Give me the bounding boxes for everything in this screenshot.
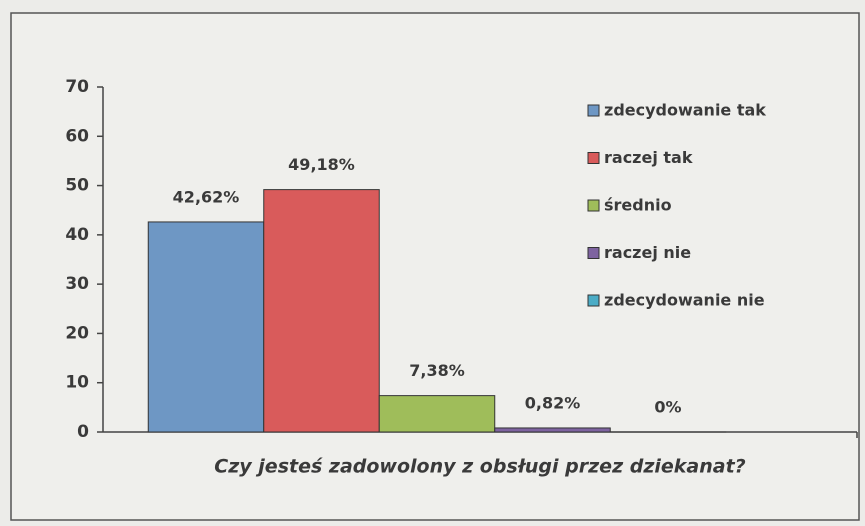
legend-label: średnio xyxy=(604,196,672,215)
y-tick-label: 10 xyxy=(65,373,89,393)
bar xyxy=(494,427,611,433)
y-tick-label: 60 xyxy=(65,126,89,146)
value-label: 0,82% xyxy=(525,393,581,412)
value-label: 0% xyxy=(654,398,681,417)
value-label: 42,62% xyxy=(173,187,240,206)
bar xyxy=(147,221,265,433)
bar xyxy=(263,189,380,433)
legend-swatch xyxy=(587,294,600,307)
chart-frame xyxy=(10,12,860,521)
y-tick-label: 20 xyxy=(65,323,89,343)
y-tick-label: 0 xyxy=(77,422,89,442)
y-tick-label: 30 xyxy=(65,274,89,294)
legend-label: raczej nie xyxy=(604,243,691,262)
legend-label: zdecydowanie tak xyxy=(604,101,766,120)
legend-label: zdecydowanie nie xyxy=(604,291,765,310)
bar xyxy=(378,395,496,433)
y-tick-label: 70 xyxy=(65,77,89,97)
y-tick-label: 40 xyxy=(65,225,89,245)
legend-swatch xyxy=(587,247,600,259)
x-category-label: Czy jesteś zadowolony z obsługi przez dz… xyxy=(214,456,745,478)
legend-swatch xyxy=(587,152,600,164)
legend-label: raczej tak xyxy=(604,148,693,167)
legend-swatch xyxy=(587,104,600,117)
value-label: 49,18% xyxy=(288,155,355,174)
value-label: 7,38% xyxy=(409,361,465,380)
y-tick-label: 50 xyxy=(65,176,89,196)
legend-swatch xyxy=(587,199,600,212)
